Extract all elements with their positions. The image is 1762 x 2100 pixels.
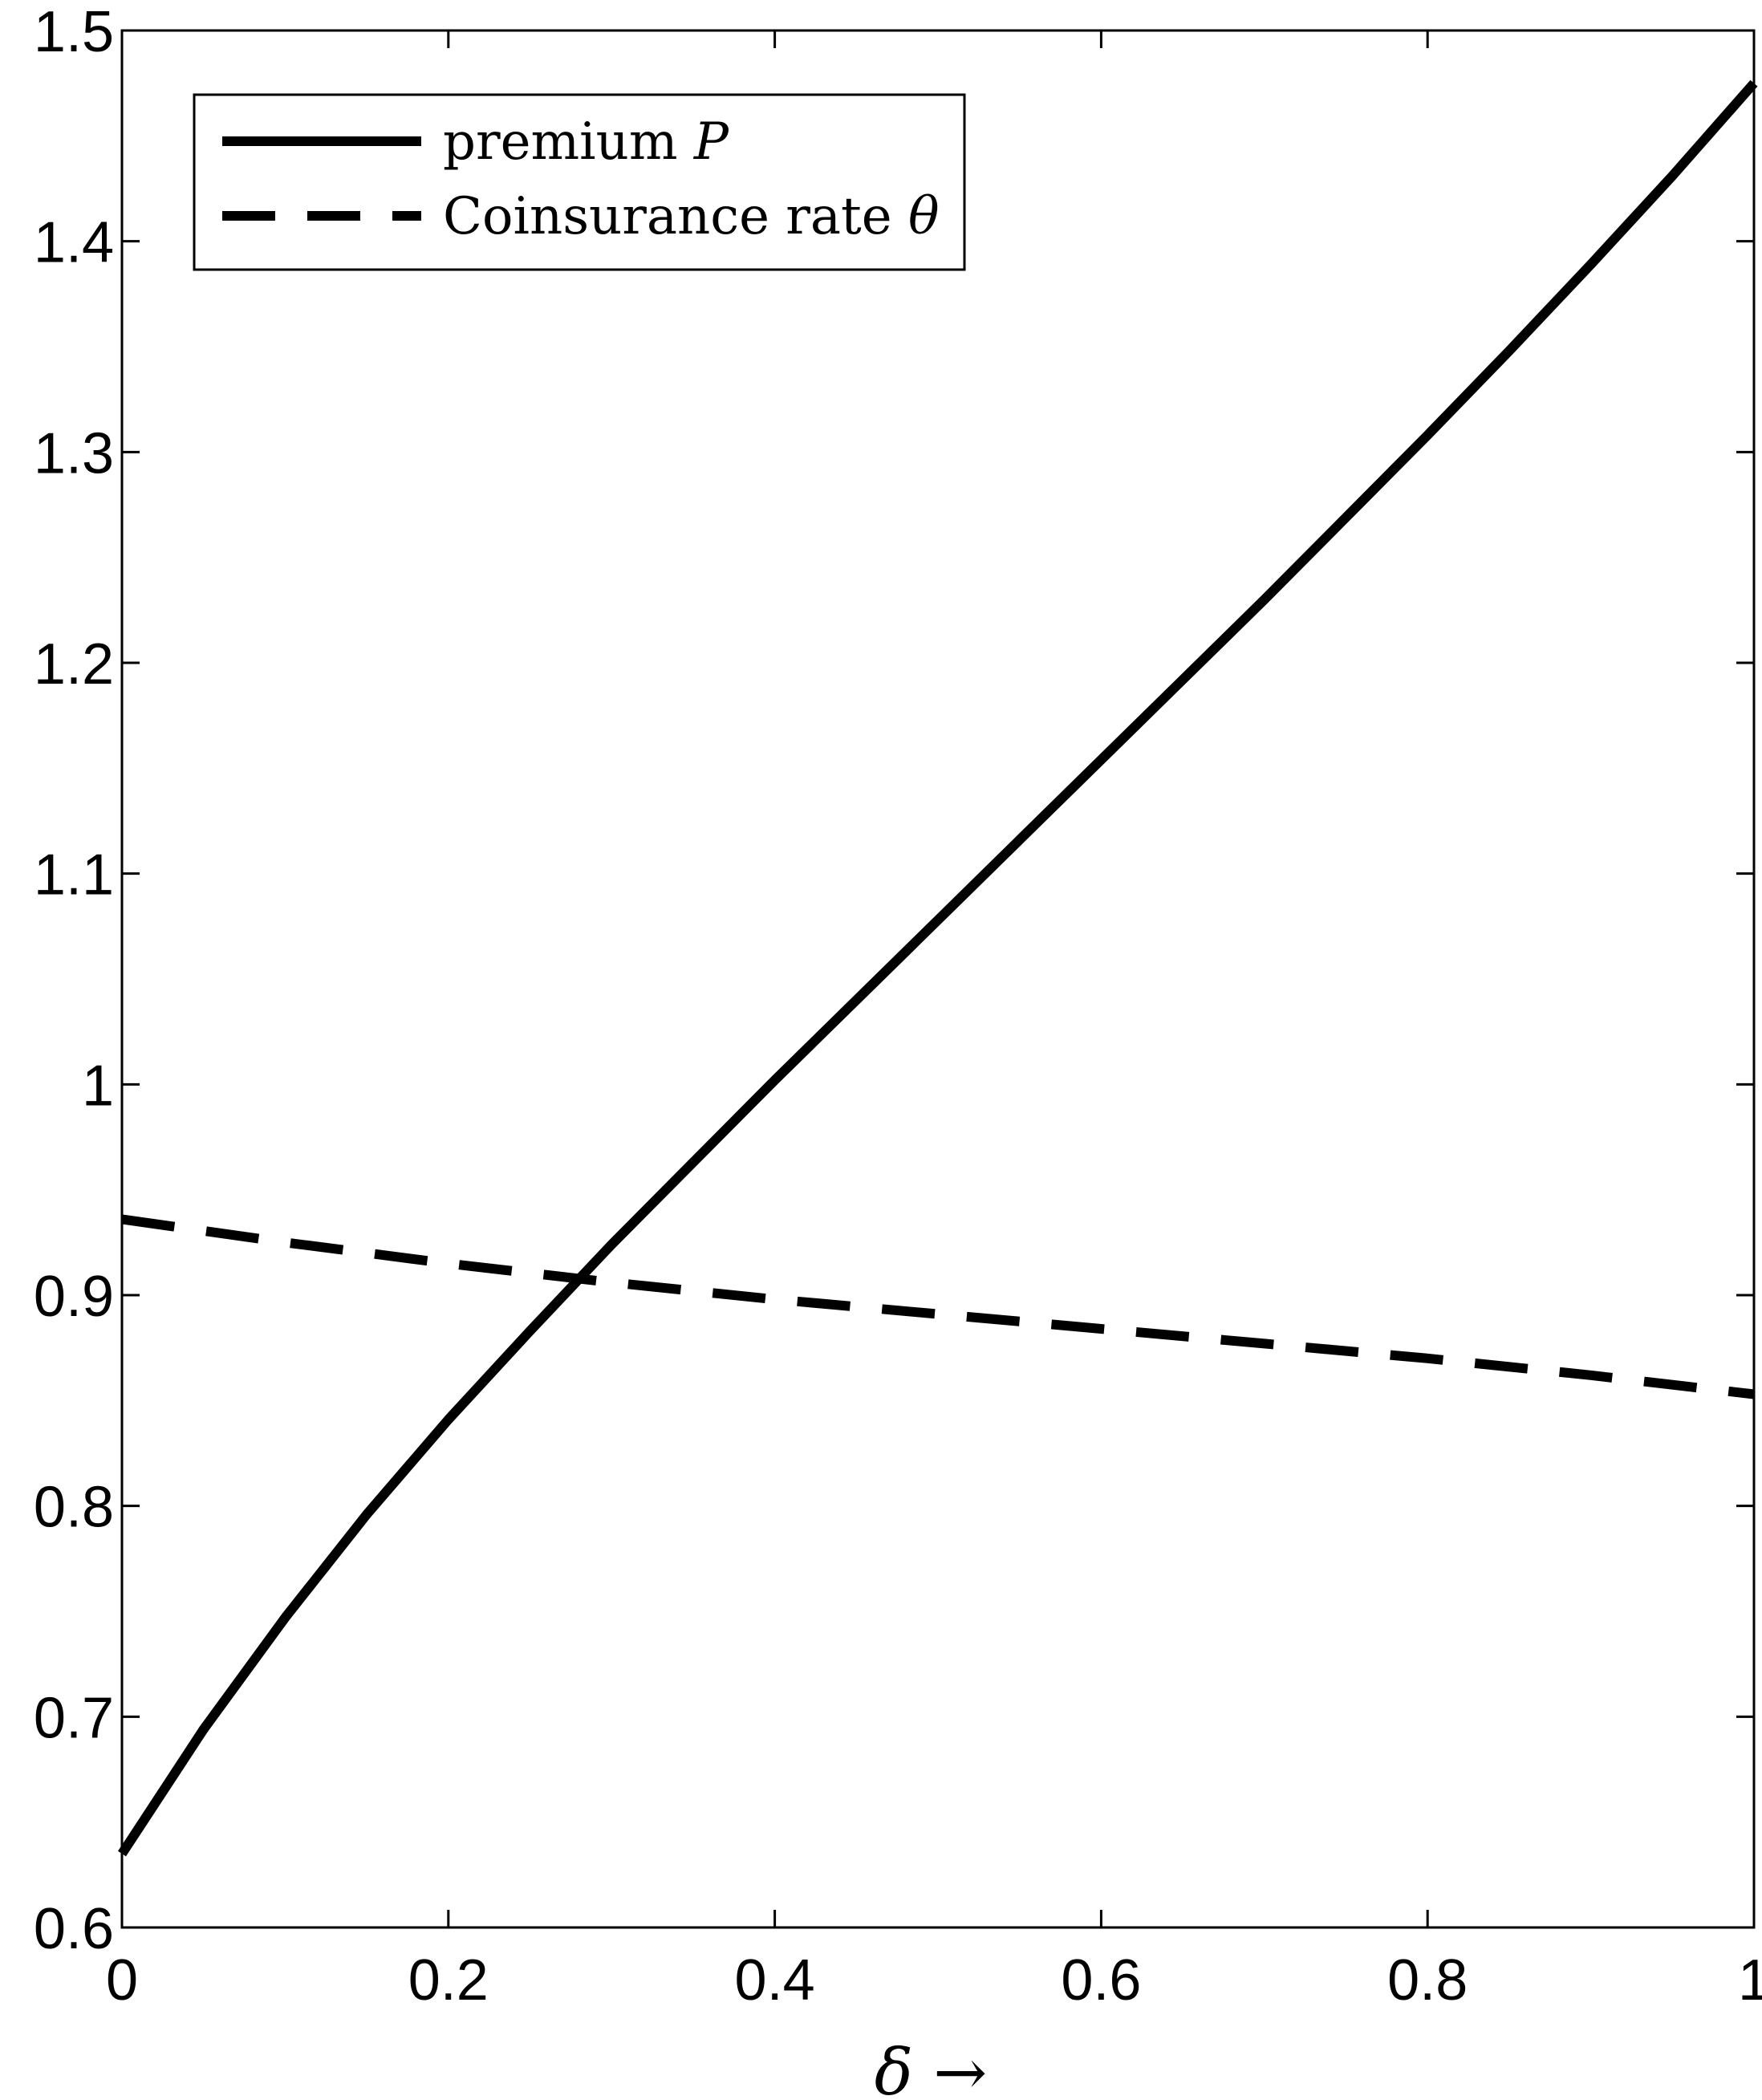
- x-axis-label: δ →: [875, 2035, 988, 2100]
- y-tick-label: 1: [82, 1054, 114, 1118]
- y-tick-label: 0.6: [34, 1897, 114, 1961]
- series-line-premium: [117, 79, 1758, 1857]
- x-tick-label: 1: [1738, 1948, 1762, 2013]
- series-lines: [117, 79, 1758, 1857]
- x-tick-label: 0.4: [735, 1948, 815, 2013]
- y-tick-label: 1.2: [34, 632, 114, 697]
- legend-label-premium-symbol: P: [693, 112, 729, 172]
- legend: premium P Coinsurance rate θ: [193, 93, 966, 271]
- x-tick-label: 0.2: [408, 1948, 489, 2013]
- x-tick-label: 0.6: [1061, 1948, 1141, 2013]
- legend-label-premium: premium P: [443, 112, 729, 172]
- y-tick-label: 1.3: [34, 421, 114, 485]
- legend-box: [193, 93, 966, 271]
- y-tick-label: 0.8: [34, 1476, 114, 1540]
- y-tick-label: 1.1: [34, 843, 114, 908]
- y-tick-label: 0.9: [34, 1265, 114, 1329]
- axis-tick-labels: 0 0.2 0.4 0.6 0.8 1 0.6 0.7 0.8 0.9 1 1.1 1.2 1.3 1.4 1…: [34, 0, 1762, 2013]
- series-line-coinsurance: [121, 1214, 1755, 1399]
- x-tick-label: 0: [106, 1948, 138, 2013]
- y-tick-label: 1.4: [34, 211, 114, 275]
- legend-label-coinsurance-symbol: θ: [908, 187, 940, 246]
- legend-label-coinsurance-text: Coinsurance rate: [443, 187, 908, 246]
- legend-label-coinsurance: Coinsurance rate θ: [443, 187, 940, 246]
- x-tick-label: 0.8: [1387, 1948, 1468, 2013]
- y-tick-label: 1.5: [34, 0, 114, 64]
- y-tick-label: 0.7: [34, 1686, 114, 1750]
- plot-area-frame: [120, 29, 1756, 1929]
- legend-label-premium-text: premium: [443, 112, 694, 172]
